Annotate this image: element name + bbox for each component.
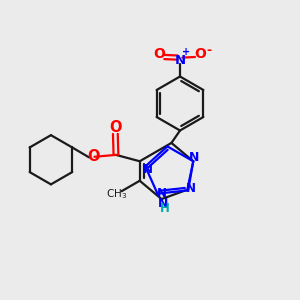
Text: +: + bbox=[182, 46, 190, 57]
Text: N: N bbox=[158, 197, 168, 210]
Text: N: N bbox=[186, 182, 196, 195]
Text: H: H bbox=[160, 202, 170, 215]
Text: O: O bbox=[88, 149, 100, 164]
Text: N: N bbox=[157, 187, 167, 200]
Text: O: O bbox=[109, 120, 122, 135]
Text: N: N bbox=[189, 151, 199, 164]
Text: -: - bbox=[206, 44, 212, 57]
Text: CH$_3$: CH$_3$ bbox=[106, 187, 127, 200]
Text: O: O bbox=[194, 47, 206, 61]
Text: N: N bbox=[174, 53, 186, 67]
Text: O: O bbox=[153, 47, 165, 61]
Text: N: N bbox=[143, 163, 153, 176]
